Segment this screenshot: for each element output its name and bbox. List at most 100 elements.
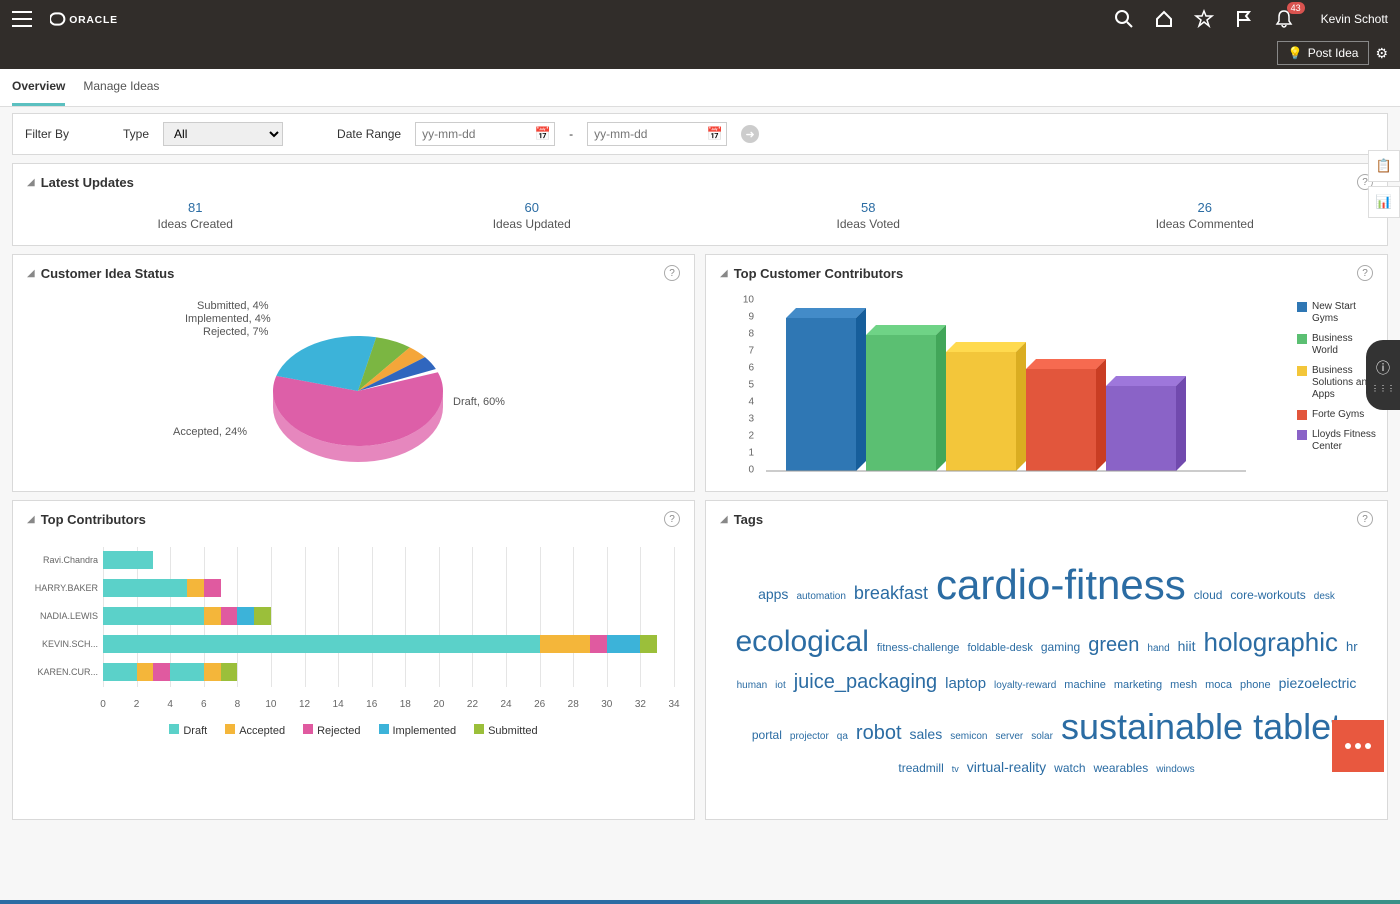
update-stat[interactable]: 58Ideas Voted xyxy=(700,200,1037,231)
tag[interactable]: human xyxy=(737,678,768,694)
hbar-label: HARRY.BAKER xyxy=(23,583,98,593)
calendar-icon[interactable]: 📅 xyxy=(707,126,723,142)
panel-title: Top Customer Contributors xyxy=(734,266,1351,281)
star-icon[interactable] xyxy=(1193,8,1215,30)
tag[interactable]: portal xyxy=(752,726,782,745)
tag[interactable]: qa xyxy=(837,729,848,745)
tag[interactable]: ecological xyxy=(735,618,868,666)
update-stat[interactable]: 60Ideas Updated xyxy=(364,200,701,231)
hbar-segment xyxy=(204,607,221,625)
update-stat[interactable]: 81Ideas Created xyxy=(27,200,364,231)
clipboard-icon[interactable]: 📋 xyxy=(1368,150,1400,182)
hbar-segment xyxy=(170,663,204,681)
tab-manage-ideas[interactable]: Manage Ideas xyxy=(83,69,159,106)
tag[interactable]: hand xyxy=(1147,641,1169,657)
bar3d-legend: New Start GymsBusiness WorldBusiness Sol… xyxy=(1297,301,1377,461)
help-icon[interactable]: ? xyxy=(1357,265,1373,281)
tag[interactable]: sustainable tablet xyxy=(1061,698,1341,756)
stat-label: Ideas Voted xyxy=(700,217,1037,231)
search-icon[interactable] xyxy=(1113,8,1135,30)
collapse-icon[interactable]: ◢ xyxy=(720,268,728,279)
collapse-icon[interactable]: ◢ xyxy=(27,514,35,525)
tag[interactable]: hr xyxy=(1346,637,1358,658)
hbar-segment xyxy=(103,551,153,569)
hbar-segment xyxy=(237,607,254,625)
tag[interactable]: breakfast xyxy=(854,579,928,608)
type-select[interactable]: All xyxy=(163,122,283,146)
tag[interactable]: sales xyxy=(910,723,943,745)
pie-label: Submitted, 4% xyxy=(197,300,269,312)
info-float-button[interactable]: ⓘ⋮⋮⋮ xyxy=(1366,340,1400,410)
pie-label: Implemented, 4% xyxy=(185,313,271,325)
username-label[interactable]: Kevin Schott xyxy=(1321,12,1388,26)
hbar-segment xyxy=(103,635,540,653)
tag[interactable]: watch xyxy=(1054,759,1085,778)
legend-item: Draft xyxy=(169,724,207,737)
notif-badge: 43 xyxy=(1287,2,1305,14)
tag[interactable]: mesh xyxy=(1170,677,1197,695)
tag[interactable]: cardio-fitness xyxy=(936,551,1186,618)
bell-icon[interactable]: 43 xyxy=(1273,8,1295,30)
home-icon[interactable] xyxy=(1153,8,1175,30)
tag[interactable]: piezoelectric xyxy=(1279,672,1357,694)
tag[interactable]: server xyxy=(995,729,1023,745)
tag[interactable]: laptop xyxy=(945,672,986,696)
tag[interactable]: cloud xyxy=(1194,586,1223,605)
tag[interactable]: projector xyxy=(790,729,829,745)
help-icon[interactable]: ? xyxy=(664,265,680,281)
tag[interactable]: gaming xyxy=(1041,638,1080,657)
tag[interactable]: green xyxy=(1088,629,1139,661)
svg-text:ORACLE: ORACLE xyxy=(69,15,118,26)
update-stat[interactable]: 26Ideas Commented xyxy=(1037,200,1374,231)
tag[interactable]: moca xyxy=(1205,677,1232,695)
tag[interactable]: solar xyxy=(1031,729,1053,745)
hbar-segment xyxy=(221,607,238,625)
filter-go-button[interactable]: ➜ xyxy=(741,125,759,143)
flag-icon[interactable] xyxy=(1233,8,1255,30)
tag[interactable]: apps xyxy=(758,583,788,605)
tag[interactable]: marketing xyxy=(1114,677,1162,695)
collapse-icon[interactable]: ◢ xyxy=(27,268,35,279)
hbar-segment xyxy=(254,607,271,625)
date-range-label: Date Range xyxy=(337,127,401,141)
tag[interactable]: core-workouts xyxy=(1230,586,1305,605)
hbar-segment xyxy=(204,663,221,681)
stat-number: 81 xyxy=(27,200,364,215)
tag[interactable]: desk xyxy=(1314,589,1335,605)
top-contributors-panel: ◢ Top Contributors ? Ravi.ChandraHARRY.B… xyxy=(12,500,695,820)
tag[interactable]: automation xyxy=(796,589,845,605)
panel-title: Customer Idea Status xyxy=(41,266,658,281)
collapse-icon[interactable]: ◢ xyxy=(720,514,728,525)
chart-icon[interactable]: 📊 xyxy=(1368,186,1400,218)
settings-icon[interactable]: ⚙ xyxy=(1375,45,1388,62)
tag[interactable]: fitness-challenge xyxy=(877,640,960,658)
hbar-row xyxy=(103,579,674,597)
tag[interactable]: phone xyxy=(1240,677,1271,695)
tag[interactable]: tv xyxy=(952,762,959,776)
tag[interactable]: robot xyxy=(856,717,902,749)
calendar-icon[interactable]: 📅 xyxy=(535,126,551,142)
tag[interactable]: virtual-reality xyxy=(967,756,1046,778)
tag[interactable]: treadmill xyxy=(898,759,943,778)
side-rail: 📋 📊 xyxy=(1368,150,1400,218)
tag[interactable]: semicon xyxy=(950,729,987,745)
tag[interactable]: wearables xyxy=(1094,759,1149,778)
tag[interactable]: hiit xyxy=(1178,635,1196,657)
post-idea-button[interactable]: 💡 Post Idea xyxy=(1277,41,1370,65)
tag[interactable]: loyalty-reward xyxy=(994,678,1056,694)
tag[interactable]: iot xyxy=(775,678,786,694)
tag[interactable]: windows xyxy=(1156,762,1194,778)
tag[interactable]: juice_packaging xyxy=(794,666,937,698)
tag[interactable]: machine xyxy=(1064,677,1106,695)
help-icon[interactable]: ? xyxy=(1357,511,1373,527)
chat-fab-button[interactable] xyxy=(1332,720,1384,772)
tag[interactable]: foldable-desk xyxy=(967,640,1032,658)
tags-panel: ◢ Tags ? appsautomationbreakfastcardio-f… xyxy=(705,500,1388,820)
menu-icon[interactable] xyxy=(12,11,32,27)
help-icon[interactable]: ? xyxy=(664,511,680,527)
legend-item: Implemented xyxy=(379,724,457,737)
tab-overview[interactable]: Overview xyxy=(12,69,65,106)
tag[interactable]: holographic xyxy=(1204,622,1338,664)
hbar-segment xyxy=(590,635,607,653)
collapse-icon[interactable]: ◢ xyxy=(27,177,35,188)
